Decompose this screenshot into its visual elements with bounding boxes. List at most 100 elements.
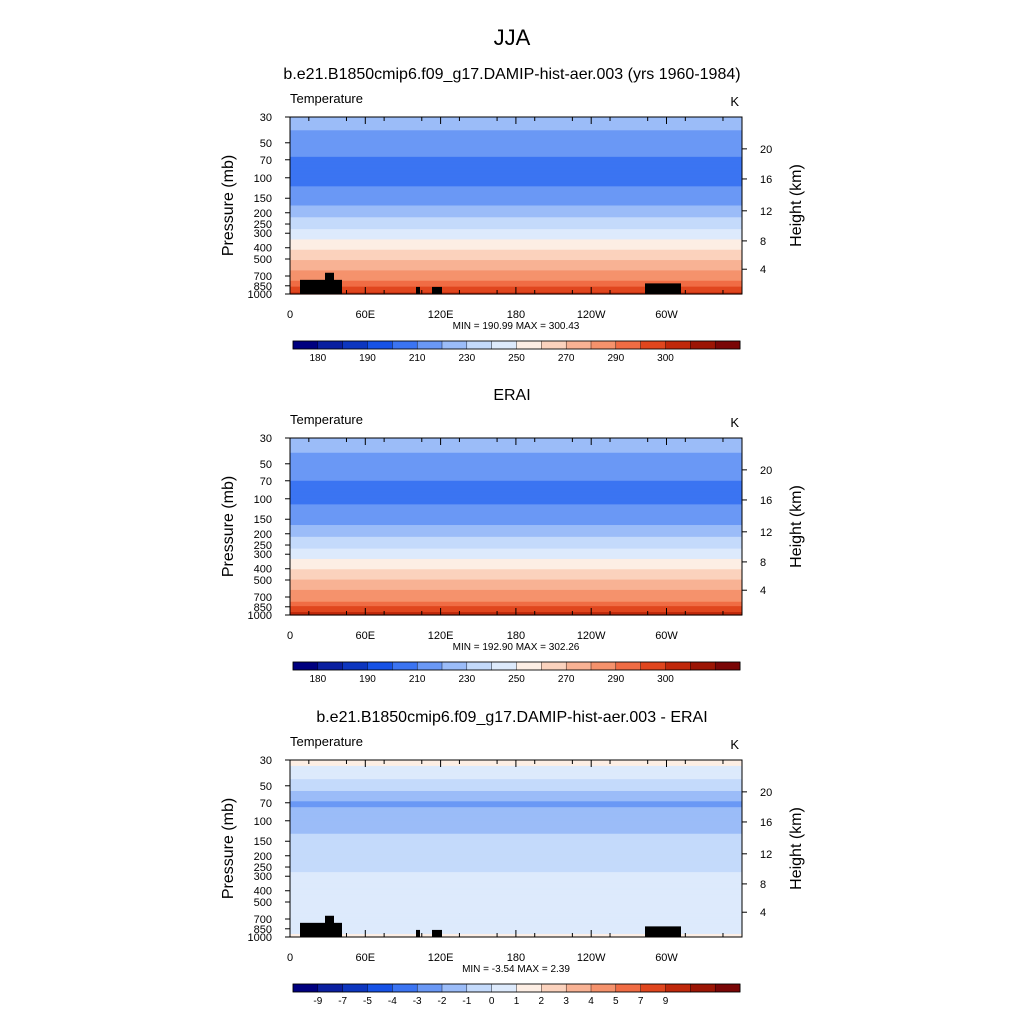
contour-band (290, 127, 742, 130)
contour-band (290, 457, 742, 460)
y-tick-label: 500 (254, 254, 272, 266)
contour-band (290, 864, 742, 867)
contour-band (290, 217, 742, 220)
x-tick-label: 0 (287, 630, 293, 642)
topography-mask (325, 915, 334, 937)
colorbar-swatch (416, 661, 443, 671)
contour-band (290, 461, 742, 464)
contour-band (290, 170, 742, 173)
contour-band (290, 252, 742, 255)
y-axis-title: Pressure (mb) (220, 476, 237, 577)
contour-band (290, 925, 742, 928)
contour-band (290, 452, 742, 455)
contour-band (290, 795, 742, 798)
topography-mask (432, 929, 442, 937)
colorbar-label: 250 (508, 353, 525, 364)
contour-band (290, 805, 742, 808)
contour-band (290, 274, 742, 277)
contour-band (290, 451, 742, 454)
contour-band (290, 900, 742, 903)
contour-band (290, 230, 742, 233)
contour-band (290, 817, 742, 820)
x-tick-label: 60E (356, 630, 376, 642)
contour-band (290, 480, 742, 483)
contour-band (290, 498, 742, 501)
contour-band (290, 581, 742, 584)
contour-band (290, 479, 742, 482)
panel-title: b.e21.B1850cmip6.f09_g17.DAMIP-hist-aer.… (316, 709, 707, 726)
contour-band (290, 554, 742, 557)
x-tick-label: 120E (428, 309, 454, 321)
contour-band (290, 279, 742, 282)
contour-band (290, 553, 742, 556)
contour-band (290, 505, 742, 508)
contour-band (290, 789, 742, 792)
colorbar-swatch (516, 983, 542, 993)
contour-band (290, 603, 742, 606)
contour-band (290, 913, 742, 916)
contour-band (290, 792, 742, 795)
contour-band (290, 829, 742, 832)
contour-band (290, 824, 742, 827)
contour-band (290, 488, 742, 491)
contour-band (290, 507, 742, 510)
contour-band (290, 257, 742, 260)
contour-band (290, 205, 742, 208)
y-tick-label: 50 (260, 138, 272, 150)
contour-band (290, 875, 742, 878)
contour-band (290, 776, 742, 779)
contour-band (290, 917, 742, 920)
contour-band (290, 130, 742, 133)
contour-band (290, 477, 742, 480)
colorbar-label: 230 (458, 353, 475, 364)
contour-band (290, 798, 742, 801)
contour-band (290, 495, 742, 498)
contour-band (290, 445, 742, 448)
y-tick-label: 300 (254, 549, 272, 561)
contour-band (290, 541, 742, 544)
contour-band (290, 547, 742, 550)
colorbar-swatch (466, 661, 493, 671)
contour-band (290, 842, 742, 845)
colorbar-label: -1 (462, 996, 471, 1007)
colorbar-label: -7 (338, 996, 347, 1007)
colorbar-label: 230 (458, 674, 475, 685)
contour-band (290, 883, 742, 886)
contour-band (290, 564, 742, 567)
contour-band (290, 189, 742, 192)
contour-band (290, 215, 742, 218)
contour-band (290, 598, 742, 601)
colorbar-swatch (416, 983, 443, 993)
topography-mask (416, 929, 420, 937)
y2-tick-label: 8 (760, 557, 766, 569)
contour-band (290, 258, 742, 261)
contour-band (290, 232, 742, 235)
contour-band (290, 557, 742, 560)
contour-band (290, 190, 742, 193)
y-tick-label: 250 (254, 862, 272, 874)
contour-band (290, 260, 742, 263)
contour-band (290, 908, 742, 912)
y2-tick-label: 4 (760, 585, 766, 597)
contour-band (290, 223, 742, 226)
contour-band (290, 786, 742, 789)
x-tick-label: 60W (655, 309, 678, 321)
y-axis-title: Pressure (mb) (220, 798, 237, 899)
contour-band (290, 589, 742, 592)
contour-band (290, 283, 742, 286)
y-tick-label: 500 (254, 897, 272, 909)
colorbar-swatch (640, 983, 666, 993)
contour-band (290, 511, 742, 514)
contour-band (290, 851, 742, 854)
x-tick-label: 120W (577, 309, 606, 321)
colorbar-swatch (565, 983, 592, 993)
y-tick-label: 200 (254, 851, 272, 863)
panel-units-label: K (730, 94, 739, 109)
contour-band (290, 594, 742, 597)
contour-band (290, 140, 742, 143)
contour-band (290, 870, 742, 873)
contour-band (290, 878, 742, 881)
contour-band (290, 847, 742, 850)
contour-band (290, 243, 742, 246)
